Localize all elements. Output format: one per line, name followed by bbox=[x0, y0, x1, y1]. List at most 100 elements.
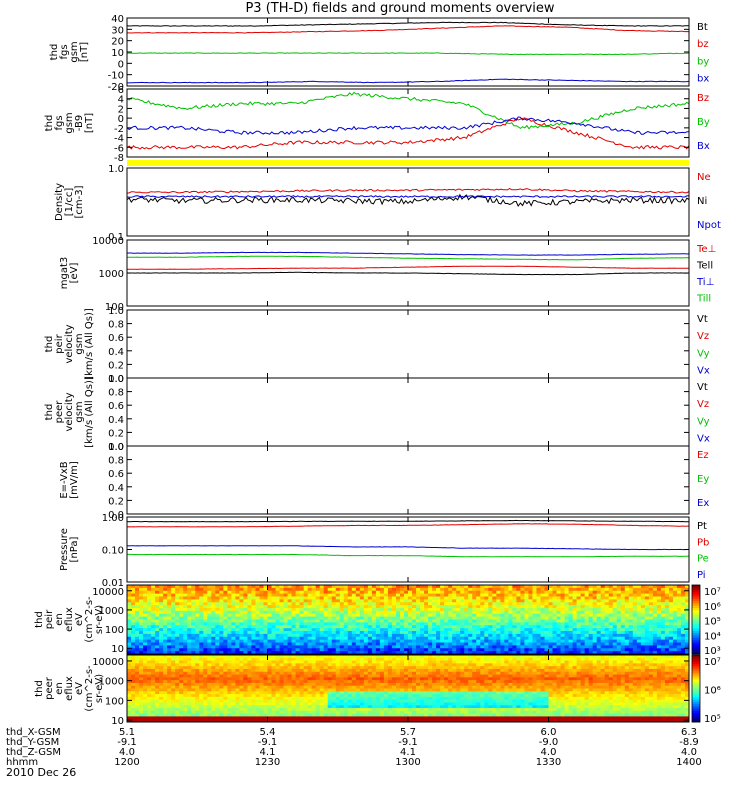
spectrogram-cell bbox=[508, 677, 513, 681]
spectrogram-cell bbox=[628, 663, 634, 667]
spectrogram-cell bbox=[504, 610, 509, 615]
spectrogram-cell bbox=[251, 674, 256, 678]
spectrogram-cell bbox=[588, 668, 594, 673]
spectrogram-cell bbox=[295, 613, 301, 618]
spectrogram-cell bbox=[428, 619, 433, 623]
spectrogram-cell bbox=[127, 602, 132, 606]
spectrogram-cell bbox=[287, 590, 292, 595]
spectrogram-cell bbox=[664, 610, 670, 615]
spectrogram-cell bbox=[339, 677, 345, 681]
spectrogram-cell bbox=[207, 616, 212, 620]
spectrogram-cell bbox=[468, 616, 473, 620]
spectrogram-cell bbox=[536, 590, 541, 595]
spectrogram-cell bbox=[624, 590, 630, 595]
spectrogram-cell bbox=[267, 631, 272, 635]
spectrogram-cell bbox=[139, 613, 144, 618]
spectrogram-cell bbox=[347, 587, 353, 592]
spectrogram-cell bbox=[656, 657, 662, 661]
spectrogram-cell bbox=[652, 631, 658, 635]
spectrogram-cell bbox=[432, 590, 437, 595]
spectrogram-cell bbox=[367, 648, 373, 652]
spectrogram-cell bbox=[275, 663, 280, 667]
spectrogram-cell bbox=[399, 666, 405, 670]
spectrogram-cell bbox=[580, 671, 586, 675]
spectrogram-cell bbox=[331, 666, 337, 670]
spectrogram-cell bbox=[255, 639, 260, 643]
spectrogram-cell bbox=[179, 645, 184, 649]
spectrogram-cell bbox=[680, 666, 686, 670]
spectrogram-cell bbox=[315, 622, 321, 626]
spectrogram-cell bbox=[135, 680, 140, 684]
spectrogram-cell bbox=[239, 625, 244, 629]
spectrogram-cell bbox=[656, 671, 662, 675]
spectrogram-cell bbox=[187, 631, 192, 635]
spectrogram-cell bbox=[383, 677, 389, 681]
spectrogram-cell bbox=[275, 660, 280, 664]
spectrogram-cell bbox=[287, 596, 292, 600]
spectrogram-cell bbox=[676, 616, 682, 620]
spectrogram-cell bbox=[516, 677, 521, 681]
spectrogram-cell bbox=[580, 636, 586, 641]
spectrogram-cell bbox=[684, 677, 690, 681]
spectrogram-cell bbox=[299, 605, 305, 609]
spectrogram-cell bbox=[275, 599, 280, 603]
spectrogram-cell bbox=[315, 610, 321, 615]
legend-entry: Ne bbox=[697, 172, 711, 183]
spectrogram-cell bbox=[283, 660, 288, 664]
spectrogram-cell bbox=[171, 599, 176, 603]
spectrogram-cell bbox=[335, 674, 341, 678]
spectrogram-cell bbox=[179, 590, 184, 595]
spectrogram-cell bbox=[395, 625, 401, 629]
spectrogram-cell bbox=[263, 619, 268, 623]
spectrogram-cell bbox=[432, 668, 437, 673]
spectrogram-cell bbox=[383, 655, 389, 659]
spectrogram-cell bbox=[612, 633, 618, 638]
spectrogram-cell bbox=[424, 663, 429, 667]
y-tick-label: 30 bbox=[111, 25, 124, 36]
spectrogram-cell bbox=[167, 622, 172, 626]
spectrogram-cell bbox=[143, 613, 148, 618]
spectrogram-cell bbox=[420, 663, 425, 667]
spectrogram-cell bbox=[520, 616, 525, 620]
spectrogram-cell bbox=[648, 663, 654, 667]
spectrogram-cell bbox=[135, 642, 140, 646]
spectrogram-cell bbox=[351, 610, 357, 615]
spectrogram-cell bbox=[279, 677, 284, 681]
spectrogram-cell bbox=[291, 631, 296, 635]
spectrogram-cell bbox=[331, 660, 337, 664]
spectrogram-cell bbox=[339, 610, 345, 615]
spectrogram-cell bbox=[480, 645, 485, 649]
spectrogram-cell bbox=[468, 642, 473, 646]
spectrogram-cell bbox=[295, 587, 301, 592]
spectrogram-cell bbox=[432, 645, 437, 649]
spectrogram-cell bbox=[231, 585, 236, 589]
spectrogram-cell bbox=[464, 587, 469, 592]
spectrogram-cell bbox=[171, 596, 176, 600]
spectrogram-cell bbox=[676, 660, 682, 664]
spectrogram-cell bbox=[540, 660, 545, 664]
spectrogram-cell bbox=[488, 625, 493, 629]
spectrogram-cell bbox=[167, 674, 172, 678]
spectrogram-cell bbox=[520, 642, 525, 646]
spectrogram-cell bbox=[492, 608, 497, 612]
spectrogram-cell bbox=[147, 585, 152, 589]
spectrogram-cell bbox=[251, 636, 256, 641]
spectrogram-cell bbox=[596, 587, 602, 592]
spectrogram-cell bbox=[219, 625, 224, 629]
spectrogram-cell bbox=[171, 602, 176, 606]
spectrogram-cell bbox=[139, 628, 144, 632]
spectrogram-cell bbox=[255, 622, 260, 626]
spectrogram-cell bbox=[428, 590, 433, 595]
spectrogram-cell bbox=[271, 616, 276, 620]
spectrogram-cell bbox=[223, 605, 228, 609]
spectrogram-cell bbox=[520, 631, 525, 635]
spectrogram-cell bbox=[227, 616, 232, 620]
spectrogram-cell bbox=[472, 674, 477, 678]
spectrogram-cell bbox=[608, 587, 614, 592]
spectrogram-cell bbox=[660, 639, 666, 643]
spectrogram-cell bbox=[319, 674, 325, 678]
spectrogram-cell bbox=[283, 605, 288, 609]
spectrogram-cell bbox=[215, 642, 220, 646]
colorbar-cell bbox=[692, 631, 700, 634]
spectrogram-cell bbox=[283, 633, 288, 638]
